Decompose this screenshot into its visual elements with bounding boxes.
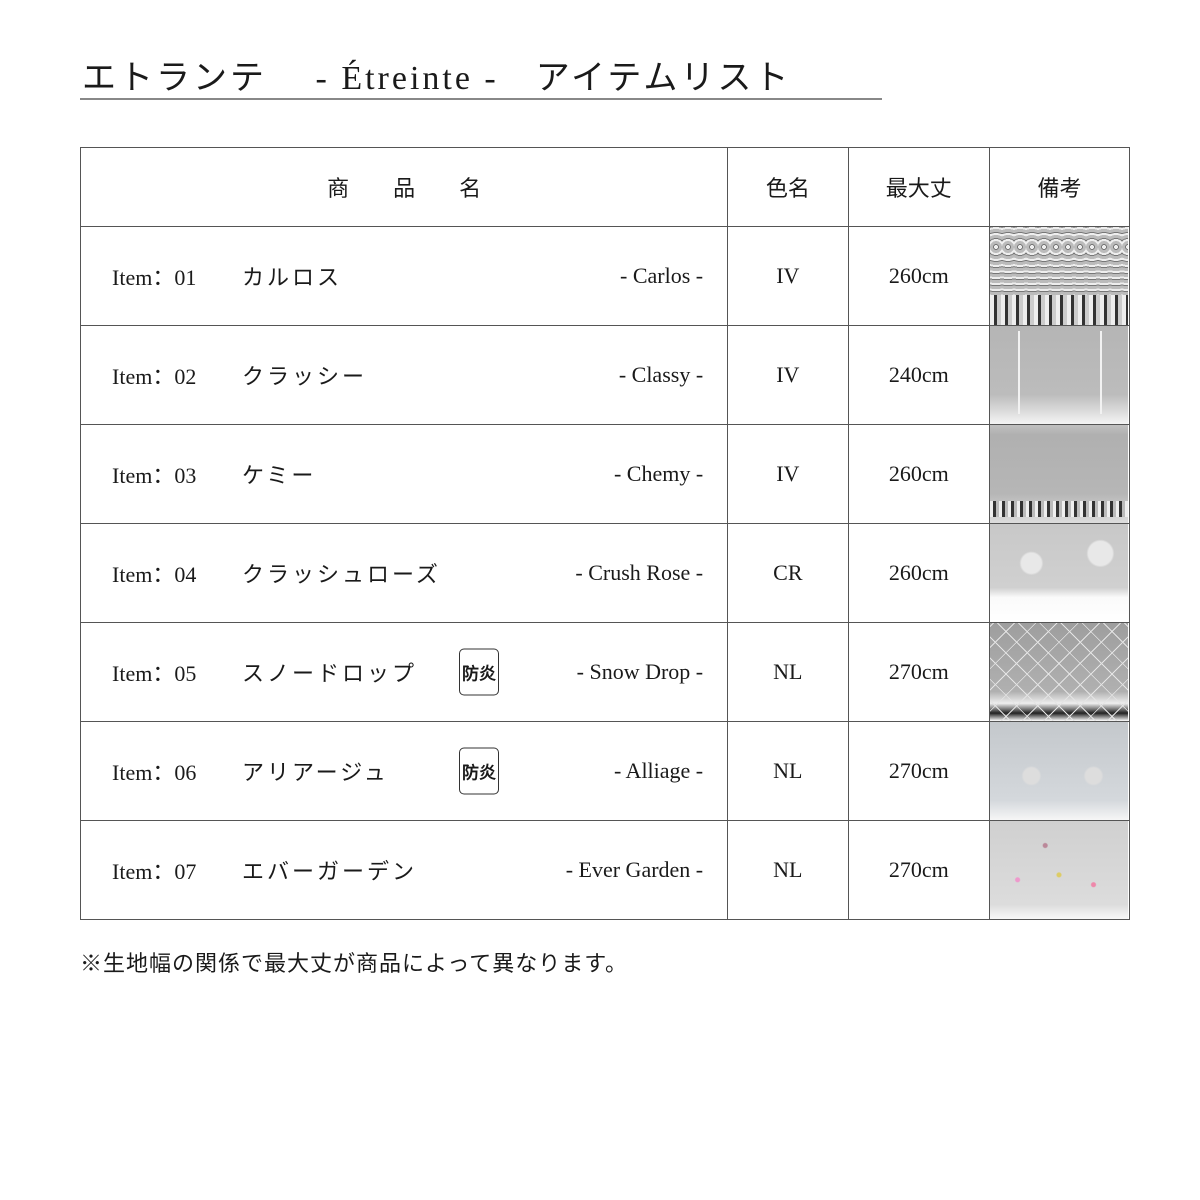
table-row: Item：03 ケミー - Chemy - IV 260cm [79, 424, 1131, 524]
max-length: 270cm [847, 622, 990, 722]
color-code: IV [727, 424, 849, 524]
notes-cell [988, 424, 1131, 524]
fabric-swatch-image [989, 623, 1128, 721]
notes-cell [988, 226, 1131, 326]
product-name-cell: Item：03 ケミー - Chemy - [79, 424, 729, 524]
notes-cell [988, 523, 1131, 623]
title-underline [80, 98, 882, 100]
notes-cell [988, 820, 1131, 920]
fabric-swatch-image [989, 821, 1128, 919]
item-name-en: - Alliage - [613, 758, 704, 783]
notes-cell [988, 622, 1131, 722]
item-number: Item：07 [112, 859, 197, 884]
max-length: 240cm [847, 325, 990, 425]
color-code: IV [727, 325, 849, 425]
max-length: 270cm [847, 820, 990, 920]
max-length: 260cm [847, 226, 990, 326]
color-code: IV [727, 226, 849, 326]
item-table: 商 品 名 色名 最大丈 備考 Item：01 カルロス - Carlos - … [79, 147, 1131, 920]
footnote: ※生地幅の関係で最大丈が商品によって異なります。 [80, 951, 629, 976]
item-number: Item：03 [112, 463, 197, 488]
item-name-jp: アリアージュ [242, 760, 389, 785]
item-name-en: - Chemy - [613, 461, 704, 486]
item-name-jp: エバーガーデン [242, 859, 418, 884]
item-name-en: - Crush Rose - [575, 560, 704, 585]
item-name-jp: クラッシー [242, 364, 368, 389]
flame-retardant-badge: 防炎 [459, 747, 499, 795]
fabric-swatch-image [989, 524, 1128, 622]
header-color: 色名 [727, 147, 849, 227]
max-length: 260cm [847, 424, 990, 524]
fabric-swatch-image [989, 722, 1128, 820]
item-name-jp: クラッシュローズ [242, 562, 441, 587]
page-title: エトランテ - Étreinte - アイテムリスト [82, 60, 792, 97]
item-number: Item：02 [112, 364, 197, 389]
item-name-en: - Carlos - [620, 263, 704, 288]
item-number: Item：06 [112, 760, 197, 785]
product-name-cell: Item：02 クラッシー - Classy - [79, 325, 729, 425]
fabric-swatch-image [989, 326, 1128, 424]
max-length: 270cm [847, 721, 990, 821]
header-name: 商 品 名 [79, 147, 729, 227]
item-name-jp: ケミー [242, 463, 317, 488]
header-length: 最大丈 [847, 147, 990, 227]
fabric-swatch-image [989, 425, 1128, 523]
product-name-cell: Item：01 カルロス - Carlos - [79, 226, 729, 326]
product-name-cell: Item：05 スノードロップ 防炎 - Snow Drop - [79, 622, 729, 722]
table-row: Item：02 クラッシー - Classy - IV 240cm [79, 325, 1131, 425]
item-name-en: - Snow Drop - [576, 659, 704, 684]
color-code: NL [727, 820, 849, 920]
table-row: Item：07 エバーガーデン - Ever Garden - NL 270cm [79, 820, 1131, 920]
table-row: Item：06 アリアージュ 防炎 - Alliage - NL 270cm [79, 721, 1131, 821]
product-name-cell: Item：06 アリアージュ 防炎 - Alliage - [79, 721, 729, 821]
item-number: Item：01 [112, 265, 197, 290]
item-number: Item：05 [112, 661, 197, 686]
product-name-cell: Item：07 エバーガーデン - Ever Garden - [79, 820, 729, 920]
notes-cell [988, 721, 1131, 821]
item-name-jp: スノードロップ [242, 661, 418, 686]
item-name-jp: カルロス [242, 265, 343, 290]
max-length: 260cm [847, 523, 990, 623]
color-code: NL [727, 721, 849, 821]
fabric-swatch-image [989, 227, 1128, 325]
product-name-cell: Item：04 クラッシュローズ - Crush Rose - [79, 523, 729, 623]
table-row: Item：04 クラッシュローズ - Crush Rose - CR 260cm [79, 523, 1131, 623]
color-code: CR [727, 523, 849, 623]
item-number: Item：04 [112, 562, 197, 587]
table-row: Item：05 スノードロップ 防炎 - Snow Drop - NL 270c… [79, 622, 1131, 722]
table-row: Item：01 カルロス - Carlos - IV 260cm [79, 226, 1131, 326]
flame-retardant-badge: 防炎 [459, 648, 499, 696]
header-notes: 備考 [988, 147, 1131, 227]
item-name-en: - Ever Garden - [565, 857, 704, 882]
item-name-en: - Classy - [618, 362, 704, 387]
table-header: 商 品 名 色名 最大丈 備考 [79, 147, 1131, 227]
color-code: NL [727, 622, 849, 722]
notes-cell [988, 325, 1131, 425]
